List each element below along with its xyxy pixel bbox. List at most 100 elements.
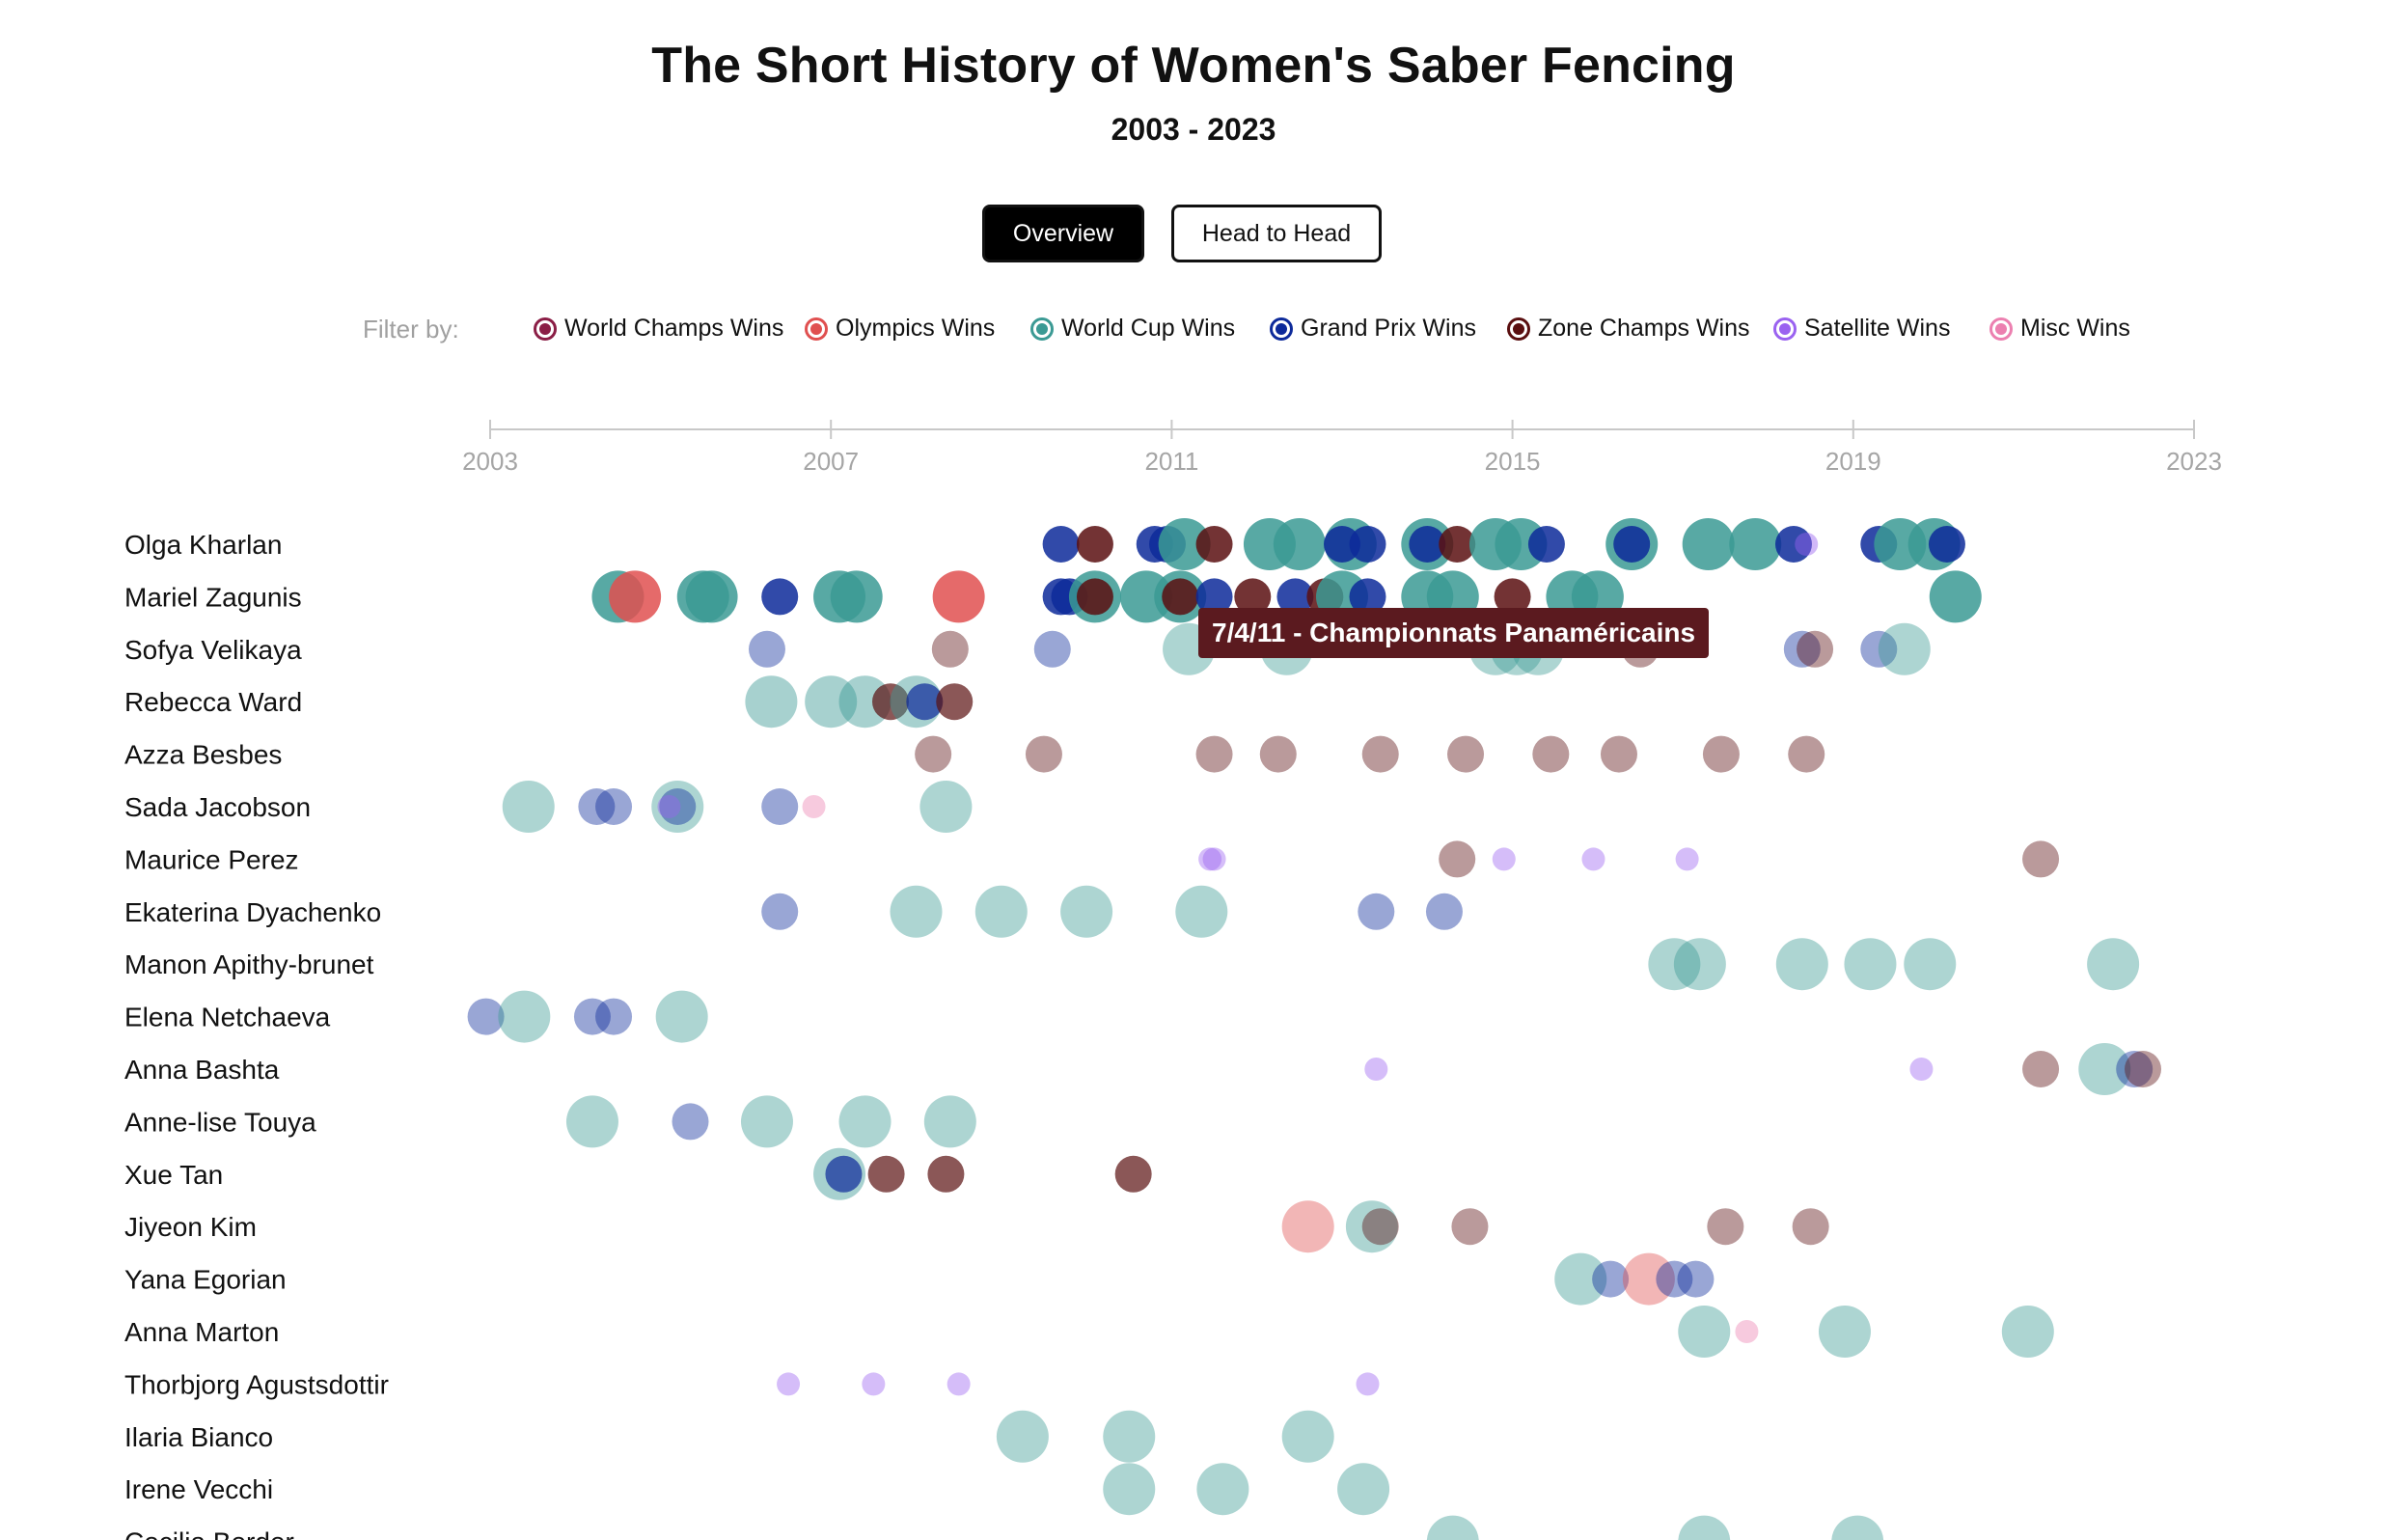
win-dot — [1345, 1200, 1398, 1253]
win-dot — [1904, 938, 1957, 991]
win-dot — [1783, 630, 1821, 668]
x-tick-label: 2019 — [1825, 447, 1881, 476]
win-dot — [1774, 526, 1812, 563]
win-dot — [1356, 1372, 1380, 1396]
win-dot — [1409, 526, 1446, 563]
win-dot — [862, 1372, 886, 1396]
win-dot — [931, 630, 969, 668]
fencer-name: Olga Kharlan — [124, 530, 282, 560]
win-dot — [1425, 893, 1463, 930]
win-dot — [838, 1095, 892, 1148]
world-champs-swatch-icon — [534, 316, 557, 341]
fencer-name: Anne-lise Touya — [124, 1107, 316, 1137]
win-dot — [919, 781, 973, 833]
win-dot — [890, 885, 943, 938]
filter-misc[interactable]: Misc Wins — [1989, 315, 2130, 343]
win-dot — [1033, 630, 1071, 668]
win-dot — [1234, 578, 1272, 616]
filter-olympics[interactable]: Olympics Wins — [805, 315, 995, 343]
win-dot — [1103, 1410, 1156, 1463]
win-dot — [1909, 1058, 1934, 1081]
win-dot — [1702, 735, 1740, 773]
filter-world-champs[interactable]: World Champs Wins — [534, 315, 783, 343]
win-dot — [1788, 735, 1825, 773]
win-dot — [1162, 578, 1199, 616]
win-dot — [1675, 847, 1699, 871]
win-dot — [2087, 938, 2140, 991]
win-dot — [1259, 735, 1297, 773]
win-dot — [1707, 1208, 1744, 1246]
win-dot — [872, 683, 910, 721]
fencer-name: Ilaria Bianco — [124, 1422, 273, 1452]
filter-zone-champs[interactable]: Zone Champs Wins — [1507, 315, 1750, 343]
win-dot — [502, 781, 555, 833]
win-dot — [1622, 1252, 1675, 1306]
fencer-name: Sofya Velikaya — [124, 635, 302, 665]
win-dot — [1677, 1260, 1715, 1298]
fencer-name: Irene Vecchi — [124, 1474, 273, 1504]
win-dot — [1439, 840, 1476, 878]
win-dot — [923, 1095, 976, 1148]
fencer-name: Maurice Perez — [124, 844, 299, 874]
win-dot — [685, 570, 738, 623]
filter-satellite-label: Satellite Wins — [1804, 315, 1951, 342]
win-dot — [1678, 1306, 1731, 1358]
win-dot — [1196, 1463, 1249, 1516]
win-dot — [740, 1095, 793, 1148]
win-dot — [1358, 893, 1395, 930]
fencer-name: Jiyeon Kim — [124, 1212, 257, 1242]
win-dot — [467, 998, 505, 1035]
filter-world-champs-label: World Champs Wins — [564, 315, 784, 342]
win-dot — [761, 578, 799, 616]
win-dot — [1532, 735, 1570, 773]
win-dot — [1281, 1410, 1334, 1463]
win-dot — [578, 788, 616, 825]
win-dot — [1202, 847, 1226, 871]
filter-zone-champs-label: Zone Champs Wins — [1538, 315, 1750, 342]
filter-grand-prix[interactable]: Grand Prix Wins — [1270, 315, 1476, 343]
fencer-name: Anna Marton — [124, 1317, 279, 1347]
win-dot — [1158, 518, 1211, 570]
chart-title: The Short History of Women's Saber Fenci… — [651, 38, 1736, 94]
overview-button[interactable]: Overview — [982, 205, 1144, 262]
fencer-name: Thorbjorg Agustsdottir — [124, 1369, 389, 1399]
win-dot — [1797, 630, 1834, 668]
win-dot — [1581, 847, 1605, 871]
filter-satellite[interactable]: Satellite Wins — [1773, 315, 1950, 343]
head-to-head-button[interactable]: Head to Head — [1171, 205, 1382, 262]
win-dot — [1678, 1515, 1731, 1540]
win-dot — [761, 788, 799, 825]
win-dot — [1076, 578, 1113, 616]
win-dot — [1673, 938, 1726, 991]
x-tick-label: 2015 — [1485, 447, 1541, 476]
filter-olympics-label: Olympics Wins — [836, 315, 996, 342]
event-tooltip: 7/4/11 - Championnats Panaméricains — [1198, 608, 1710, 658]
win-dot — [498, 990, 551, 1043]
win-dot — [2116, 1051, 2154, 1087]
win-dot — [1349, 578, 1386, 616]
x-tick-label: 2023 — [2166, 447, 2222, 476]
win-dot — [915, 735, 952, 773]
win-dot — [906, 683, 944, 721]
win-dot — [802, 795, 826, 818]
win-dot — [1361, 735, 1399, 773]
win-dot — [1273, 518, 1326, 570]
win-dot — [1656, 1260, 1693, 1298]
win-dot — [1775, 938, 1828, 991]
win-dot — [936, 683, 974, 721]
win-dot — [1492, 847, 1516, 871]
fencer-name: Manon Apithy-brunet — [124, 949, 374, 979]
win-dot — [1361, 1208, 1399, 1246]
win-dot — [1025, 735, 1062, 773]
win-dot — [1195, 526, 1233, 563]
win-dot — [947, 1372, 971, 1396]
win-dot — [672, 1103, 709, 1141]
filter-world-cup[interactable]: World Cup Wins — [1030, 315, 1235, 343]
win-dot — [1613, 526, 1651, 563]
win-dot — [1860, 630, 1898, 668]
win-dot — [595, 788, 633, 825]
win-dot — [1929, 570, 1982, 623]
win-dot — [657, 795, 681, 818]
win-dot — [1426, 1515, 1479, 1540]
win-dot — [1114, 1155, 1152, 1193]
